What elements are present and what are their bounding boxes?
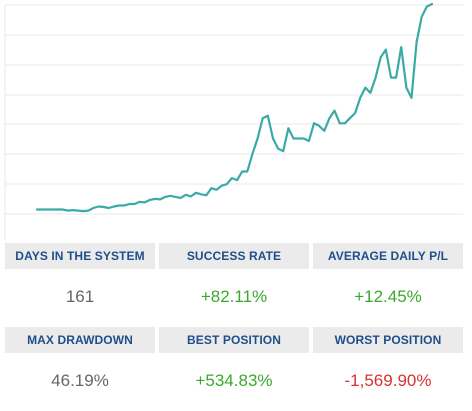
- stat-label: BEST POSITION: [159, 327, 309, 353]
- stat-worst-position: WORST POSITION -1,569.90%: [313, 327, 463, 411]
- stat-value: +12.45%: [354, 287, 422, 306]
- chart-series: [35, 2, 434, 213]
- stat-value: -1,569.90%: [344, 371, 432, 390]
- stat-label: AVERAGE DAILY P/L: [313, 243, 463, 269]
- stat-label: WORST POSITION: [313, 327, 463, 353]
- stat-label: MAX DRAWDOWN: [5, 327, 155, 353]
- performance-chart-svg: [4, 2, 463, 240]
- stat-value: +534.83%: [195, 371, 273, 390]
- stat-success-rate: SUCCESS RATE +82.11%: [159, 243, 309, 327]
- stats-panel: DAYS IN THE SYSTEM 161 SUCCESS RATE +82.…: [5, 243, 463, 411]
- stat-average-daily-pl: AVERAGE DAILY P/L +12.45%: [313, 243, 463, 327]
- stats-row-2: MAX DRAWDOWN 46.19% BEST POSITION +534.8…: [5, 327, 463, 411]
- stat-value: +82.11%: [200, 287, 268, 306]
- stat-label: DAYS IN THE SYSTEM: [5, 243, 155, 269]
- stat-days-in-system: DAYS IN THE SYSTEM 161: [5, 243, 155, 327]
- series-line: [35, 2, 434, 213]
- stat-value: 161: [65, 287, 95, 306]
- stat-max-drawdown: MAX DRAWDOWN 46.19%: [5, 327, 155, 411]
- stat-value: 46.19%: [51, 371, 109, 390]
- chart-grid: [4, 4, 463, 240]
- stat-label: SUCCESS RATE: [159, 243, 309, 269]
- stat-best-position: BEST POSITION +534.83%: [159, 327, 309, 411]
- performance-chart: [4, 2, 463, 240]
- stats-row-1: DAYS IN THE SYSTEM 161 SUCCESS RATE +82.…: [5, 243, 463, 327]
